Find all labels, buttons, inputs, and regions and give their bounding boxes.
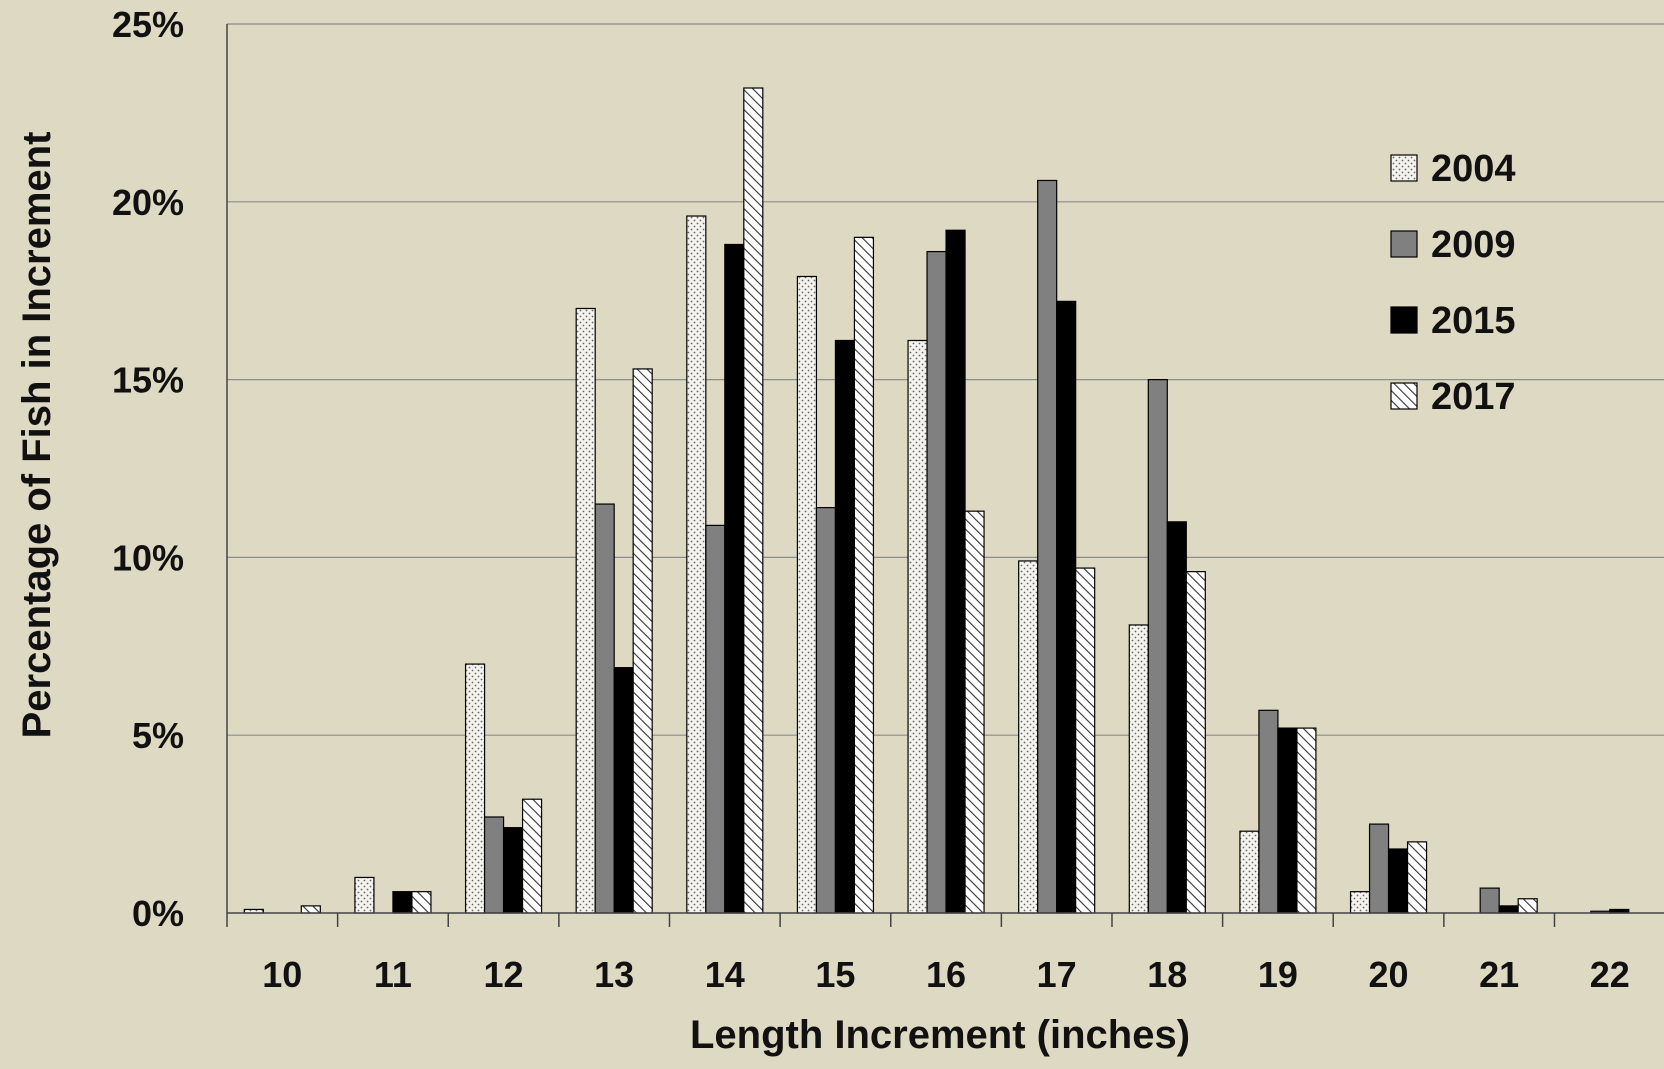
y-tick-label: 0% <box>132 893 184 934</box>
bar-2009-13 <box>594 503 615 914</box>
x-tick-label: 21 <box>1479 954 1519 995</box>
bar-2017-18 <box>1185 571 1206 914</box>
bar-2017-12 <box>521 798 543 914</box>
bar-2017-15 <box>853 236 875 914</box>
bar-2004-14 <box>686 215 707 914</box>
x-tick-label: 19 <box>1258 954 1298 995</box>
bar-2017-17 <box>1075 567 1096 914</box>
bar-2017-13 <box>632 368 653 914</box>
bar-2004-11 <box>354 876 375 914</box>
x-tick-label: 18 <box>1147 954 1187 995</box>
bar-2004-16 <box>907 339 928 914</box>
bar-2015-17 <box>1056 300 1077 914</box>
bar-2009-18 <box>1147 379 1168 914</box>
y-tick-label: 10% <box>112 537 184 578</box>
legend-swatch-2017 <box>1390 382 1418 410</box>
bar-2009-16 <box>926 250 947 914</box>
x-axis-title: Length Increment (inches) <box>690 1013 1190 1057</box>
y-tick-label: 5% <box>132 715 184 756</box>
bar-2004-12 <box>464 663 486 914</box>
bar-2015-16 <box>945 229 966 914</box>
bar-2015-15 <box>834 339 856 914</box>
bar-2017-20 <box>1406 841 1428 914</box>
bar-2009-15 <box>815 507 837 914</box>
bar-2015-13 <box>613 667 634 914</box>
bar-2004-17 <box>1018 560 1039 914</box>
bar-2015-18 <box>1166 521 1187 914</box>
x-tick-label: 13 <box>594 954 634 995</box>
x-tick-label: 20 <box>1369 954 1409 995</box>
x-tick-label: 11 <box>374 954 412 995</box>
bar-2017-19 <box>1296 727 1317 914</box>
legend-label-2009: 2009 <box>1431 224 1516 266</box>
x-tick-label: 14 <box>705 954 745 995</box>
bar-2017-11 <box>411 891 432 914</box>
y-axis-title: Percentage of Fish in Increment <box>15 132 59 739</box>
legend-label-2017: 2017 <box>1431 376 1516 418</box>
bar-2015-14 <box>724 243 745 914</box>
bar-2009-14 <box>705 524 726 914</box>
bar-2009-20 <box>1368 823 1390 914</box>
x-tick-label: 10 <box>262 954 302 995</box>
bar-2015-21 <box>1498 905 1519 914</box>
x-tick-label: 22 <box>1590 954 1630 995</box>
legend-label-2015: 2015 <box>1431 300 1516 342</box>
legend-label-2004: 2004 <box>1431 148 1516 190</box>
bar-2009-19 <box>1258 709 1279 914</box>
bar-2004-15 <box>796 275 818 914</box>
x-tick-label: 12 <box>484 954 524 995</box>
bar-2017-10 <box>300 905 321 914</box>
x-tick-label: 15 <box>815 954 855 995</box>
y-tick-label: 15% <box>112 360 184 401</box>
bar-2009-12 <box>483 816 505 914</box>
bar-2004-19 <box>1239 830 1260 914</box>
bar-2004-13 <box>575 307 596 914</box>
legend-swatch-2004 <box>1390 154 1418 182</box>
y-tick-label: 20% <box>112 182 184 223</box>
x-tick-label: 16 <box>926 954 966 995</box>
legend-swatch-2015 <box>1390 306 1418 334</box>
y-tick-label: 25% <box>112 4 184 45</box>
bar-2015-12 <box>502 827 524 914</box>
bar-2017-16 <box>964 510 985 914</box>
bar-2015-11 <box>392 891 413 914</box>
bar-2017-21 <box>1517 898 1538 914</box>
bar-2015-20 <box>1387 848 1409 914</box>
x-tick-label: 17 <box>1037 954 1077 995</box>
bar-2004-20 <box>1349 891 1371 914</box>
bar-2017-14 <box>743 87 764 914</box>
bar-2015-19 <box>1277 727 1298 914</box>
bar-2009-17 <box>1037 179 1058 914</box>
bar-2004-18 <box>1128 624 1149 914</box>
bar-2009-21 <box>1479 887 1500 914</box>
legend-swatch-2009 <box>1390 230 1418 258</box>
